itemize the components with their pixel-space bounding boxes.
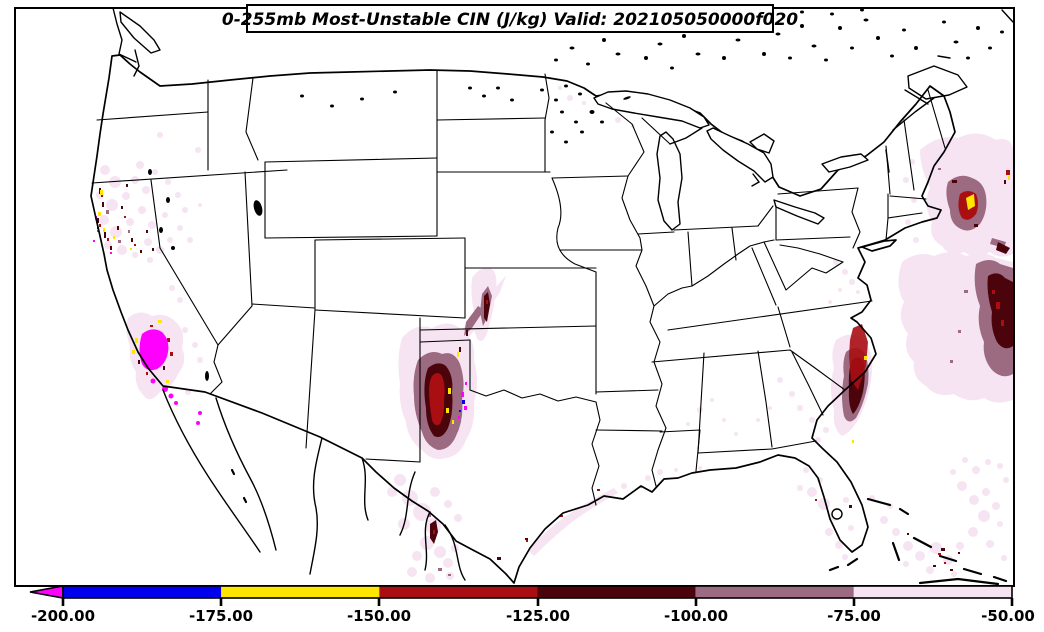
baja-california-west-coast — [162, 389, 261, 553]
tick-label: -200.00 — [31, 607, 95, 625]
colorbar: -200.00 -175.00 -150.00 -125.00 -100.00 … — [29, 585, 1035, 625]
colorbar-tick-marks — [61, 598, 1014, 606]
mexico-state-borders — [361, 457, 466, 581]
colorbar-tick-labels: -200.00 -175.00 -150.00 -125.00 -100.00 … — [31, 607, 1035, 625]
nova-scotia — [907, 65, 968, 100]
tick-label: -75.00 — [827, 607, 881, 625]
long-island — [861, 239, 897, 252]
tick-label: -100.00 — [664, 607, 728, 625]
mexico-linework-group — [162, 389, 466, 581]
great-lakes-group — [593, 90, 890, 520]
british-columbia-coast — [112, 7, 140, 77]
saginaw-bay — [751, 173, 761, 187]
baja-california-east-coast — [215, 397, 277, 551]
lake-okeechobee — [831, 508, 843, 520]
st-lawrence-river — [892, 97, 935, 131]
colorbar-segment — [221, 586, 380, 598]
mexico-mainland-west-coast — [309, 437, 323, 575]
lake-erie — [773, 199, 825, 225]
georgian-bay — [749, 133, 775, 154]
colorbar-segment — [537, 586, 696, 598]
tick-label: -150.00 — [347, 607, 411, 625]
lake-michigan — [656, 131, 683, 231]
title-box-rect — [246, 4, 774, 33]
canada-coastline-group — [112, 7, 1014, 131]
bay-of-fundy — [904, 9, 1014, 105]
colorbar-underflow-arrow — [29, 585, 64, 599]
colorbar-segment — [63, 586, 222, 598]
state-borders-group — [91, 69, 946, 506]
tick-label: -125.00 — [506, 607, 570, 625]
tick-label: -50.00 — [981, 607, 1035, 625]
conus-coast-and-national-borders — [90, 54, 956, 584]
bahamas-and-cuba-group — [828, 497, 1008, 586]
cin-shading-magenta-below-minus200 — [93, 216, 467, 425]
colorbar-segment — [853, 586, 1012, 598]
map-title: 0-255mb Most-Unstable CIN (J/kg) Valid: … — [222, 10, 798, 30]
colorbar-segment — [379, 586, 538, 598]
vancouver-island — [119, 11, 161, 54]
tick-label: -175.00 — [189, 607, 253, 625]
cuba-north-coast — [918, 577, 1000, 586]
lake-ontario — [821, 153, 869, 173]
title-box: 0-255mb Most-Unstable CIN (J/kg) Valid: … — [222, 4, 798, 33]
lake-huron — [706, 127, 774, 183]
upper-peninsula-shore — [669, 127, 703, 145]
cin-shading-yellow-minus150-to-minus175 — [98, 176, 1010, 443]
map-frame-background — [15, 8, 1014, 586]
colorbar-segment — [695, 586, 854, 598]
lake-superior — [593, 90, 710, 129]
gulf-of-california-islands — [230, 468, 248, 504]
